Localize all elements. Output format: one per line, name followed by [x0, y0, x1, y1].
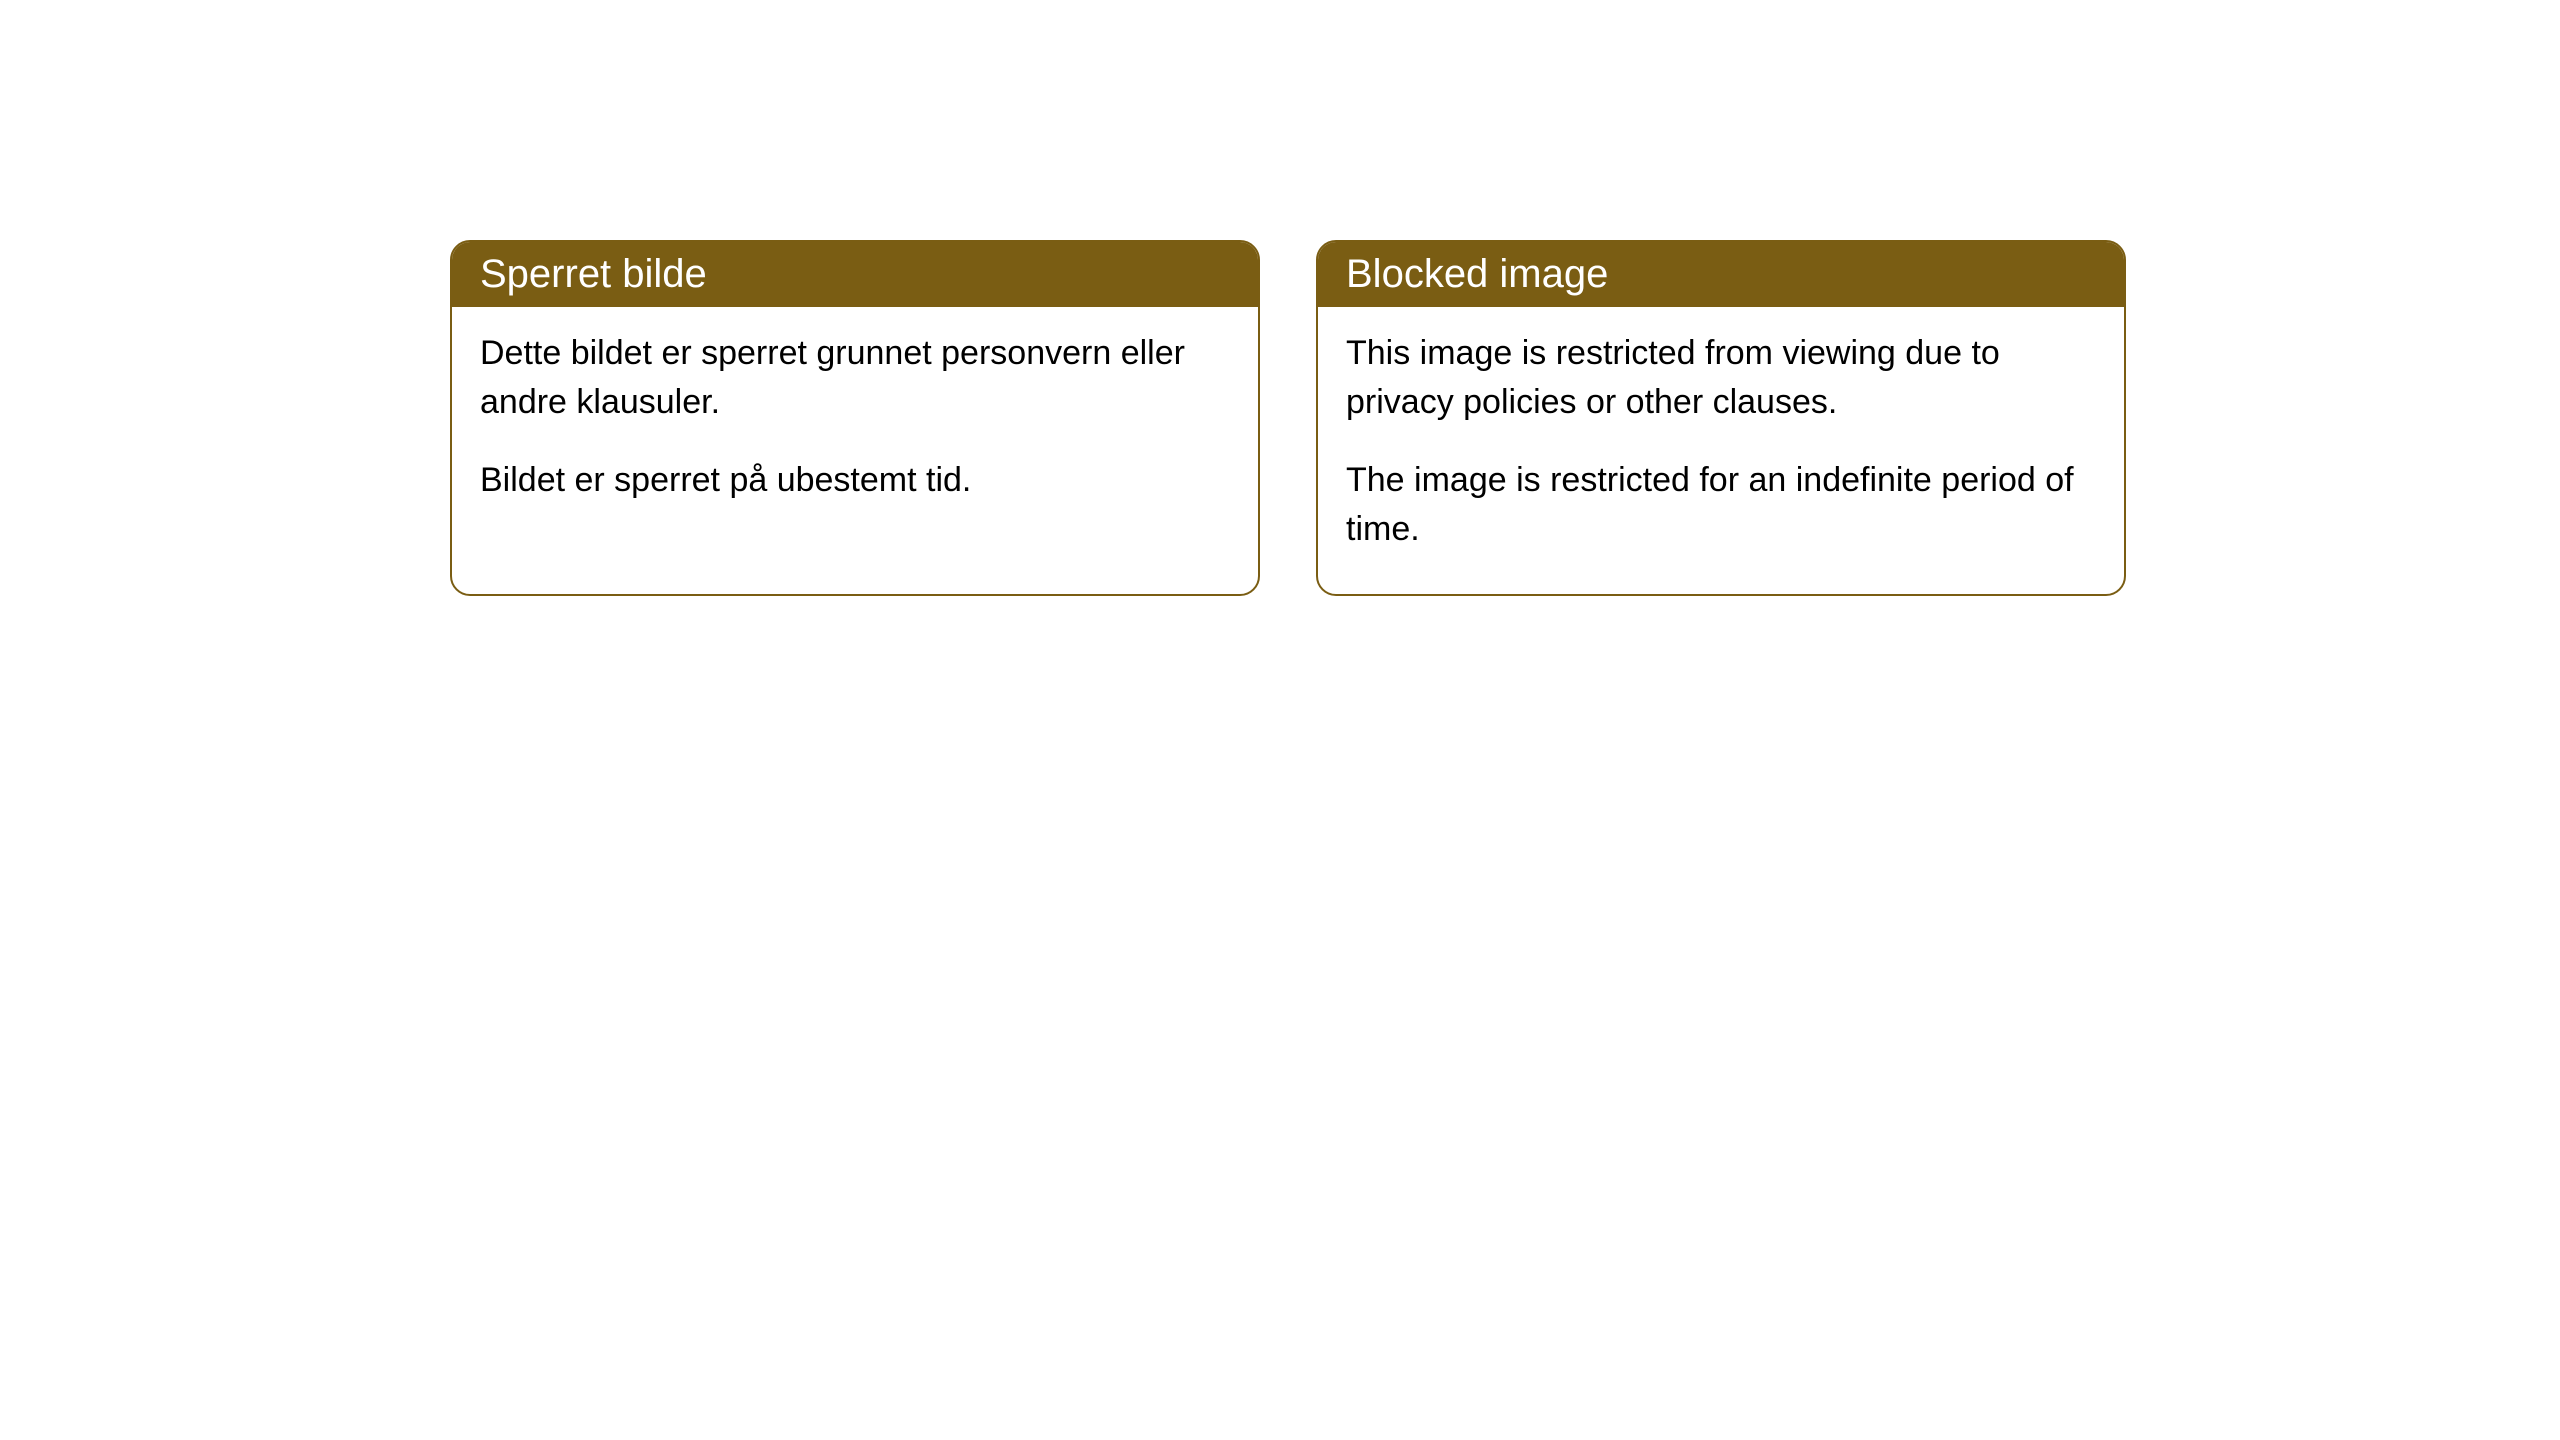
card-title: Sperret bilde: [480, 252, 707, 296]
card-header: Blocked image: [1318, 242, 2124, 307]
cards-container: Sperret bilde Dette bildet er sperret gr…: [450, 240, 2126, 596]
blocked-image-card-norwegian: Sperret bilde Dette bildet er sperret gr…: [450, 240, 1260, 596]
card-paragraph-1: This image is restricted from viewing du…: [1346, 329, 2096, 428]
card-paragraph-1: Dette bildet er sperret grunnet personve…: [480, 329, 1230, 428]
card-body: Dette bildet er sperret grunnet personve…: [452, 307, 1258, 545]
card-paragraph-2: Bildet er sperret på ubestemt tid.: [480, 456, 1230, 505]
blocked-image-card-english: Blocked image This image is restricted f…: [1316, 240, 2126, 596]
card-header: Sperret bilde: [452, 242, 1258, 307]
card-paragraph-2: The image is restricted for an indefinit…: [1346, 456, 2096, 555]
card-body: This image is restricted from viewing du…: [1318, 307, 2124, 594]
card-title: Blocked image: [1346, 252, 1608, 296]
